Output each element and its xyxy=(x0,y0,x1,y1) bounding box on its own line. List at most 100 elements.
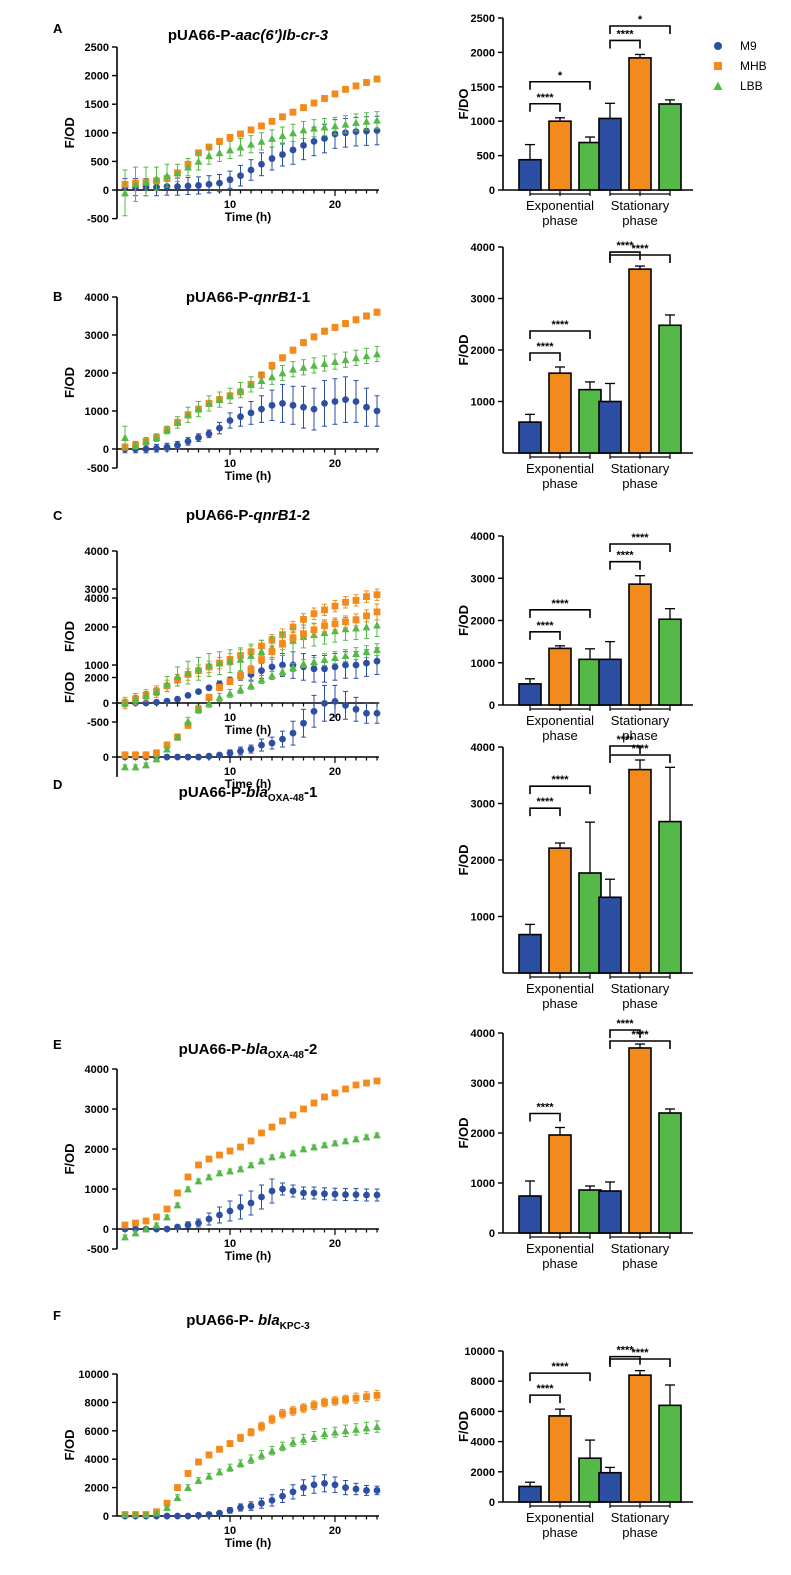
data-point xyxy=(237,1504,244,1511)
y-tick-label: 2000 xyxy=(85,673,109,685)
data-point xyxy=(237,130,244,138)
significance-bracket xyxy=(609,745,641,754)
data-point xyxy=(299,1435,308,1443)
data-point xyxy=(320,359,329,367)
data-point xyxy=(373,657,381,665)
group-label: Exponential xyxy=(526,1510,594,1525)
significance-bracket xyxy=(609,1358,671,1367)
significance-label: **** xyxy=(536,1383,554,1395)
data-point xyxy=(226,749,234,757)
data-point xyxy=(268,372,276,381)
group-label: Exponential xyxy=(526,1241,594,1256)
data-point xyxy=(121,699,129,707)
x-axis-label: Time (h) xyxy=(225,1536,271,1550)
data-point xyxy=(174,753,181,761)
title-part: -1 xyxy=(297,289,310,306)
y-tick-label: 0 xyxy=(103,444,109,456)
data-point xyxy=(131,1510,140,1518)
data-point xyxy=(352,661,360,669)
data-point xyxy=(331,620,339,628)
data-point xyxy=(352,624,360,632)
data-point xyxy=(258,160,265,168)
data-point xyxy=(352,1485,360,1493)
data-point xyxy=(268,362,276,369)
data-point xyxy=(184,1512,192,1520)
data-point xyxy=(352,118,360,126)
data-point xyxy=(194,1476,203,1484)
data-point xyxy=(278,1442,287,1450)
y-tick-label: 2000 xyxy=(471,345,495,357)
data-point xyxy=(121,433,129,441)
data-point xyxy=(194,157,203,165)
y-tick-label: 1000 xyxy=(471,912,495,924)
title-part: KPC-3 xyxy=(280,1321,310,1332)
data-point xyxy=(341,651,350,660)
data-point xyxy=(289,1149,297,1157)
group-label: Exponential xyxy=(526,713,594,728)
data-point xyxy=(279,151,286,158)
y-tick-label: 0 xyxy=(103,185,109,197)
group-label: phase xyxy=(622,728,657,743)
significance-bracket xyxy=(529,1112,561,1122)
data-point xyxy=(321,135,328,142)
bar-M9 xyxy=(598,117,622,191)
title-part: OXA-48 xyxy=(268,1050,305,1061)
data-point xyxy=(363,593,370,600)
data-point xyxy=(362,1424,371,1432)
data-point xyxy=(310,1099,318,1107)
data-point xyxy=(247,651,255,659)
significance-bracket xyxy=(529,807,561,817)
bar-LBB xyxy=(658,103,682,191)
data-point xyxy=(363,127,370,135)
data-point xyxy=(373,1191,381,1199)
y-tick-label: 4000 xyxy=(471,531,495,543)
panel-letter: F xyxy=(53,1308,61,1323)
bar-chart-E: 01000200030004000F/ODExponentialphaseSta… xyxy=(456,1018,693,1271)
data-point xyxy=(163,1205,171,1213)
data-point xyxy=(257,1157,266,1165)
data-point xyxy=(268,155,276,162)
bar-LBB xyxy=(658,618,682,706)
data-point xyxy=(310,626,318,634)
legend-marker xyxy=(714,62,722,70)
data-point xyxy=(205,752,213,760)
x-tick-label: 10 xyxy=(224,712,236,724)
data-point xyxy=(205,1155,213,1163)
data-point xyxy=(352,1394,360,1402)
data-point xyxy=(184,163,192,171)
group-label: phase xyxy=(622,1256,657,1271)
data-point xyxy=(341,120,350,128)
data-point xyxy=(237,1143,244,1151)
title-part: -2 xyxy=(304,1041,317,1058)
data-point xyxy=(226,657,234,665)
y-tick-label: 2000 xyxy=(471,616,495,628)
data-point xyxy=(289,1111,297,1119)
y-tick-label: 1500 xyxy=(85,99,109,111)
data-point xyxy=(331,324,339,331)
title-part: pUA66-P- xyxy=(168,27,236,44)
data-point xyxy=(342,320,349,327)
data-point xyxy=(331,357,339,365)
data-point xyxy=(373,308,381,316)
y-tick-label: 3000 xyxy=(471,294,495,306)
data-point xyxy=(152,1509,161,1517)
data-point xyxy=(184,753,192,761)
group-label: phase xyxy=(622,1525,657,1540)
legend-item-MHB: MHB xyxy=(714,59,767,73)
data-point xyxy=(237,172,244,180)
data-point xyxy=(247,666,255,673)
data-point xyxy=(131,695,140,703)
title-part: bla xyxy=(258,1312,280,1329)
data-point xyxy=(152,687,161,695)
data-point xyxy=(258,656,265,664)
data-point xyxy=(373,116,381,124)
data-point xyxy=(184,1221,192,1229)
bar-MHB xyxy=(548,847,572,974)
data-point xyxy=(184,1185,192,1193)
data-point xyxy=(205,1511,213,1518)
y-tick-label: 3000 xyxy=(85,1104,109,1116)
data-point xyxy=(321,1190,328,1198)
data-point xyxy=(131,180,140,188)
data-point xyxy=(195,1511,202,1519)
data-point xyxy=(300,403,307,411)
